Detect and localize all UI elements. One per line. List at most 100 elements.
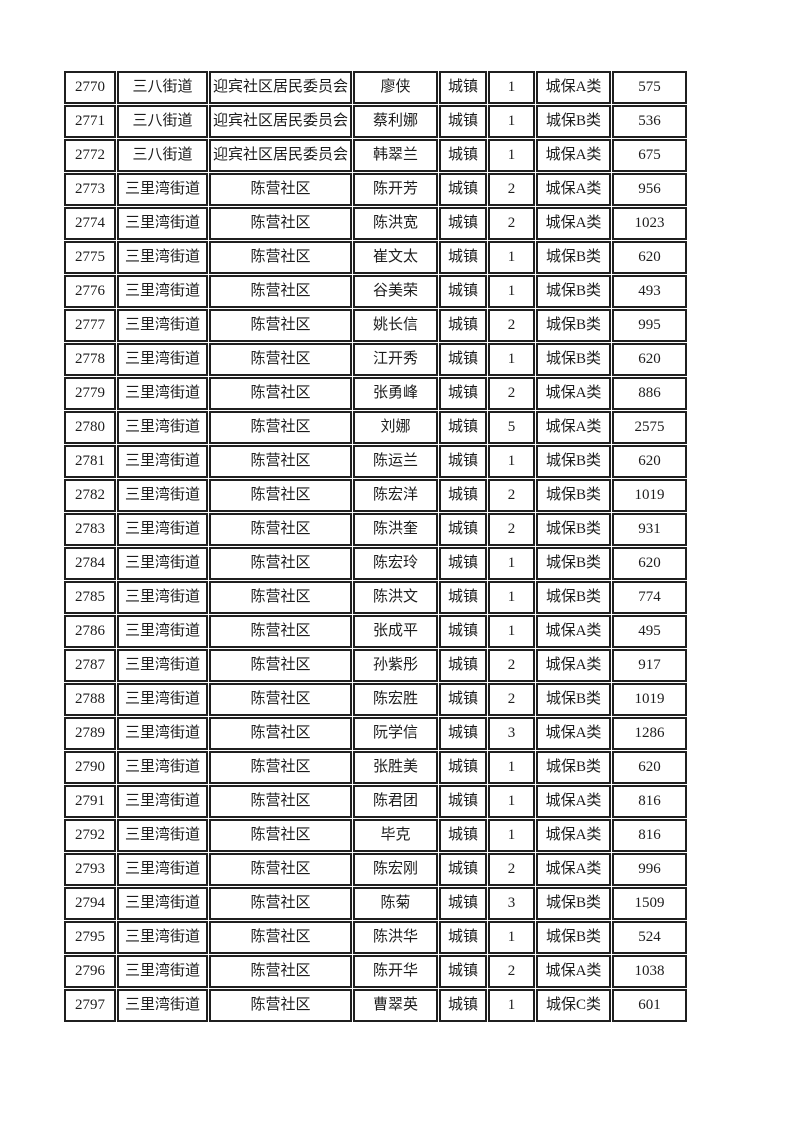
cell-community: 陈营社区: [209, 445, 353, 478]
cell-community: 迎宾社区居民委员会: [209, 105, 353, 138]
cell-amount: 575: [612, 71, 688, 104]
cell-amount: 816: [612, 785, 688, 818]
cell-street: 三里湾街道: [117, 241, 208, 274]
cell-amount: 886: [612, 377, 688, 410]
cell-serial: 2786: [64, 615, 116, 648]
cell-street: 三里湾街道: [117, 887, 208, 920]
cell-serial: 2792: [64, 819, 116, 852]
cell-residence-type: 城镇: [439, 139, 488, 172]
cell-category: 城保A类: [536, 649, 612, 682]
cell-residence-type: 城镇: [439, 955, 488, 988]
cell-community: 陈营社区: [209, 751, 353, 784]
cell-serial: 2780: [64, 411, 116, 444]
cell-category: 城保A类: [536, 819, 612, 852]
cell-community: 陈营社区: [209, 547, 353, 580]
cell-amount: 1509: [612, 887, 688, 920]
table-row: 2782 三里湾街道 陈营社区 陈宏洋 城镇 2 城保B类 1019: [64, 479, 688, 512]
cell-serial: 2790: [64, 751, 116, 784]
table-row: 2775 三里湾街道 陈营社区 崔文太 城镇 1 城保B类 620: [64, 241, 688, 274]
cell-category: 城保B类: [536, 887, 612, 920]
cell-amount: 996: [612, 853, 688, 886]
cell-name: 孙紫彤: [353, 649, 439, 682]
cell-amount: 620: [612, 445, 688, 478]
cell-street: 三里湾街道: [117, 207, 208, 240]
cell-community: 陈营社区: [209, 275, 353, 308]
cell-person-count: 1: [488, 241, 536, 274]
cell-street: 三里湾街道: [117, 479, 208, 512]
cell-person-count: 1: [488, 819, 536, 852]
table-row: 2786 三里湾街道 陈营社区 张成平 城镇 1 城保A类 495: [64, 615, 688, 648]
cell-serial: 2782: [64, 479, 116, 512]
cell-residence-type: 城镇: [439, 207, 488, 240]
cell-residence-type: 城镇: [439, 343, 488, 376]
cell-residence-type: 城镇: [439, 547, 488, 580]
cell-community: 迎宾社区居民委员会: [209, 71, 353, 104]
cell-person-count: 1: [488, 581, 536, 614]
cell-street: 三里湾街道: [117, 513, 208, 546]
cell-street: 三里湾街道: [117, 615, 208, 648]
cell-street: 三里湾街道: [117, 547, 208, 580]
cell-serial: 2775: [64, 241, 116, 274]
table-row: 2793 三里湾街道 陈营社区 陈宏刚 城镇 2 城保A类 996: [64, 853, 688, 886]
cell-category: 城保B类: [536, 343, 612, 376]
cell-name: 毕克: [353, 819, 439, 852]
cell-residence-type: 城镇: [439, 649, 488, 682]
table-row: 2781 三里湾街道 陈营社区 陈运兰 城镇 1 城保B类 620: [64, 445, 688, 478]
cell-category: 城保B类: [536, 105, 612, 138]
cell-amount: 1019: [612, 479, 688, 512]
cell-street: 三里湾街道: [117, 649, 208, 682]
cell-person-count: 2: [488, 683, 536, 716]
cell-name: 陈洪华: [353, 921, 439, 954]
cell-serial: 2773: [64, 173, 116, 206]
cell-name: 陈宏玲: [353, 547, 439, 580]
cell-serial: 2774: [64, 207, 116, 240]
cell-category: 城保B类: [536, 547, 612, 580]
cell-name: 陈开华: [353, 955, 439, 988]
cell-serial: 2791: [64, 785, 116, 818]
cell-name: 张胜美: [353, 751, 439, 784]
cell-person-count: 2: [488, 853, 536, 886]
cell-amount: 536: [612, 105, 688, 138]
cell-serial: 2784: [64, 547, 116, 580]
table-row: 2772 三八街道 迎宾社区居民委员会 韩翠兰 城镇 1 城保A类 675: [64, 139, 688, 172]
cell-amount: 931: [612, 513, 688, 546]
cell-person-count: 5: [488, 411, 536, 444]
cell-category: 城保B类: [536, 513, 612, 546]
cell-serial: 2783: [64, 513, 116, 546]
cell-name: 廖侠: [353, 71, 439, 104]
cell-street: 三里湾街道: [117, 819, 208, 852]
cell-category: 城保A类: [536, 377, 612, 410]
cell-community: 陈营社区: [209, 207, 353, 240]
cell-serial: 2797: [64, 989, 116, 1022]
table-row: 2773 三里湾街道 陈营社区 陈开芳 城镇 2 城保A类 956: [64, 173, 688, 206]
cell-amount: 1286: [612, 717, 688, 750]
cell-category: 城保A类: [536, 717, 612, 750]
cell-category: 城保A类: [536, 139, 612, 172]
cell-community: 陈营社区: [209, 649, 353, 682]
cell-person-count: 3: [488, 887, 536, 920]
cell-person-count: 1: [488, 921, 536, 954]
cell-serial: 2781: [64, 445, 116, 478]
cell-amount: 917: [612, 649, 688, 682]
cell-category: 城保B类: [536, 581, 612, 614]
cell-community: 陈营社区: [209, 955, 353, 988]
cell-street: 三里湾街道: [117, 785, 208, 818]
cell-amount: 1019: [612, 683, 688, 716]
cell-name: 陈君团: [353, 785, 439, 818]
cell-name: 陈洪文: [353, 581, 439, 614]
cell-name: 陈宏洋: [353, 479, 439, 512]
cell-name: 陈洪宽: [353, 207, 439, 240]
cell-street: 三八街道: [117, 139, 208, 172]
cell-residence-type: 城镇: [439, 105, 488, 138]
cell-community: 陈营社区: [209, 343, 353, 376]
cell-serial: 2770: [64, 71, 116, 104]
cell-name: 蔡利娜: [353, 105, 439, 138]
cell-community: 陈营社区: [209, 241, 353, 274]
cell-street: 三里湾街道: [117, 275, 208, 308]
cell-residence-type: 城镇: [439, 887, 488, 920]
cell-person-count: 2: [488, 207, 536, 240]
cell-name: 陈宏刚: [353, 853, 439, 886]
cell-name: 张勇峰: [353, 377, 439, 410]
cell-category: 城保B类: [536, 921, 612, 954]
cell-serial: 2793: [64, 853, 116, 886]
